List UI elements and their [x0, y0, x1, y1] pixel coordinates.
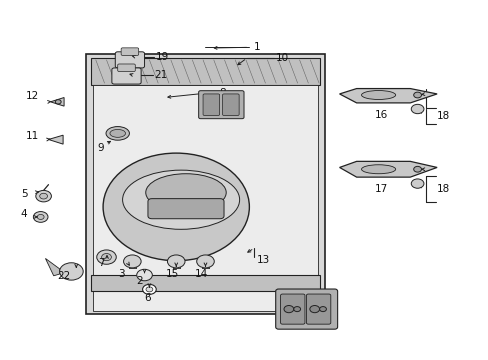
- Text: 12: 12: [26, 91, 39, 101]
- Text: 2: 2: [136, 276, 142, 286]
- Circle shape: [37, 215, 44, 220]
- Text: 3: 3: [118, 269, 124, 279]
- Circle shape: [410, 104, 423, 114]
- FancyBboxPatch shape: [306, 294, 330, 324]
- FancyBboxPatch shape: [280, 294, 305, 324]
- Circle shape: [33, 212, 48, 222]
- Text: 15: 15: [165, 269, 179, 279]
- Text: 20: 20: [286, 292, 299, 302]
- Polygon shape: [339, 161, 436, 177]
- Text: 11: 11: [26, 131, 39, 141]
- Text: 21: 21: [154, 70, 167, 80]
- Circle shape: [60, 263, 83, 280]
- Circle shape: [196, 255, 214, 268]
- Ellipse shape: [361, 165, 395, 174]
- Text: 8: 8: [219, 88, 225, 98]
- Circle shape: [309, 306, 319, 313]
- Bar: [86, 54, 325, 315]
- FancyBboxPatch shape: [115, 52, 144, 68]
- Text: 16: 16: [374, 111, 387, 121]
- Circle shape: [137, 269, 152, 281]
- Ellipse shape: [103, 153, 249, 261]
- FancyBboxPatch shape: [118, 64, 135, 72]
- Ellipse shape: [110, 130, 125, 137]
- Circle shape: [55, 100, 61, 104]
- Circle shape: [123, 255, 141, 268]
- Circle shape: [142, 284, 156, 294]
- Ellipse shape: [145, 174, 226, 211]
- Text: 6: 6: [144, 293, 151, 303]
- Circle shape: [36, 190, 51, 202]
- Text: 18: 18: [436, 111, 449, 121]
- Text: 5: 5: [21, 189, 27, 199]
- Circle shape: [413, 92, 421, 98]
- Text: 17: 17: [374, 184, 387, 194]
- Text: 4: 4: [21, 209, 27, 219]
- Circle shape: [40, 193, 47, 199]
- Text: 7: 7: [98, 258, 104, 268]
- Ellipse shape: [106, 127, 129, 140]
- Circle shape: [102, 253, 111, 261]
- FancyBboxPatch shape: [198, 91, 244, 119]
- FancyBboxPatch shape: [148, 199, 224, 219]
- Circle shape: [284, 306, 293, 313]
- Bar: [91, 58, 320, 85]
- Bar: [93, 85, 317, 311]
- Bar: [91, 275, 320, 291]
- Circle shape: [146, 287, 153, 292]
- Polygon shape: [45, 258, 60, 276]
- Circle shape: [319, 307, 326, 312]
- Circle shape: [167, 255, 184, 268]
- FancyBboxPatch shape: [121, 48, 139, 55]
- Circle shape: [413, 166, 421, 172]
- Text: 13: 13: [256, 255, 269, 265]
- Text: 14: 14: [195, 269, 208, 279]
- FancyBboxPatch shape: [112, 68, 141, 84]
- Text: 18: 18: [436, 184, 449, 194]
- Polygon shape: [339, 89, 436, 103]
- Circle shape: [97, 250, 116, 264]
- Polygon shape: [50, 98, 64, 106]
- Circle shape: [410, 179, 423, 188]
- Circle shape: [293, 307, 300, 312]
- FancyBboxPatch shape: [275, 289, 337, 329]
- Polygon shape: [48, 135, 63, 144]
- Text: 10: 10: [276, 53, 289, 63]
- Ellipse shape: [361, 90, 395, 99]
- FancyBboxPatch shape: [222, 94, 239, 116]
- FancyBboxPatch shape: [203, 94, 219, 116]
- Text: 22: 22: [58, 271, 71, 281]
- Text: 9: 9: [97, 143, 104, 153]
- Text: 19: 19: [156, 52, 169, 62]
- Ellipse shape: [122, 170, 239, 229]
- Text: 1: 1: [254, 42, 260, 52]
